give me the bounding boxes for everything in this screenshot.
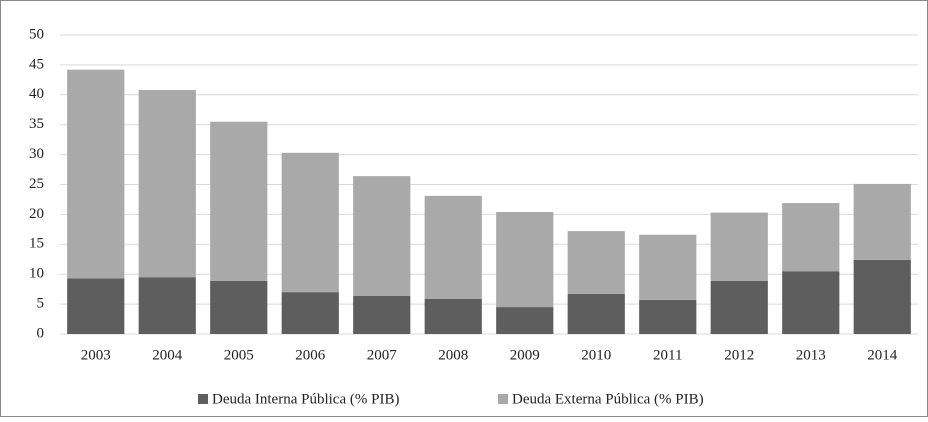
- bar-segment: [67, 69, 125, 279]
- y-tick-label: 35: [29, 116, 44, 132]
- x-tick-label: 2008: [438, 347, 468, 363]
- bar-segment: [138, 277, 196, 334]
- y-tick-label: 40: [29, 86, 44, 102]
- bar-segment: [710, 280, 768, 334]
- bar-segment: [281, 292, 339, 334]
- bar-segment: [210, 121, 268, 281]
- bar-segment: [710, 212, 768, 281]
- bar-segment: [424, 298, 482, 334]
- y-tick-label: 50: [29, 26, 44, 42]
- y-tick-label: 15: [29, 236, 44, 252]
- bar-segment: [353, 295, 411, 334]
- y-tick-label: 45: [29, 56, 44, 72]
- bar-segment: [853, 259, 911, 334]
- y-tick-label: 10: [29, 266, 44, 282]
- x-tick-label: 2011: [653, 347, 682, 363]
- x-tick-label: 2013: [796, 347, 826, 363]
- x-tick-label: 2006: [295, 347, 326, 363]
- bar-segment: [353, 176, 411, 296]
- y-tick-label: 5: [37, 296, 45, 312]
- legend-swatch: [498, 394, 508, 404]
- x-tick-label: 2009: [510, 347, 540, 363]
- bar-segment: [496, 307, 554, 334]
- x-tick-label: 2003: [81, 347, 111, 363]
- bar-segment: [639, 299, 697, 334]
- bar-segment: [138, 90, 196, 278]
- y-tick-label: 25: [29, 176, 44, 192]
- bar-segment: [782, 271, 840, 334]
- bar-segment: [567, 231, 625, 294]
- x-tick-label: 2005: [224, 347, 254, 363]
- bar-segment: [67, 278, 125, 334]
- bar-segment: [567, 293, 625, 334]
- x-tick-label: 2012: [724, 347, 754, 363]
- legend-label: Deuda Interna Pública (% PIB): [212, 391, 399, 407]
- bar-segment: [496, 212, 554, 308]
- x-tick-label: 2004: [152, 347, 183, 363]
- bar-segment: [210, 280, 268, 334]
- bar-segment: [782, 203, 840, 272]
- x-tick-label: 2014: [867, 347, 898, 363]
- legend-swatch: [198, 394, 208, 404]
- y-tick-label: 30: [29, 146, 44, 162]
- legend-label: Deuda Externa Pública (% PIB): [512, 391, 704, 407]
- y-tick-label: 0: [37, 325, 45, 341]
- x-tick-label: 2010: [581, 347, 611, 363]
- x-tick-label: 2007: [367, 347, 398, 363]
- bar-segment: [424, 195, 482, 299]
- y-tick-label: 20: [29, 206, 44, 222]
- bar-segment: [281, 152, 339, 293]
- bar-segment: [853, 183, 911, 260]
- bar-segment: [639, 234, 697, 300]
